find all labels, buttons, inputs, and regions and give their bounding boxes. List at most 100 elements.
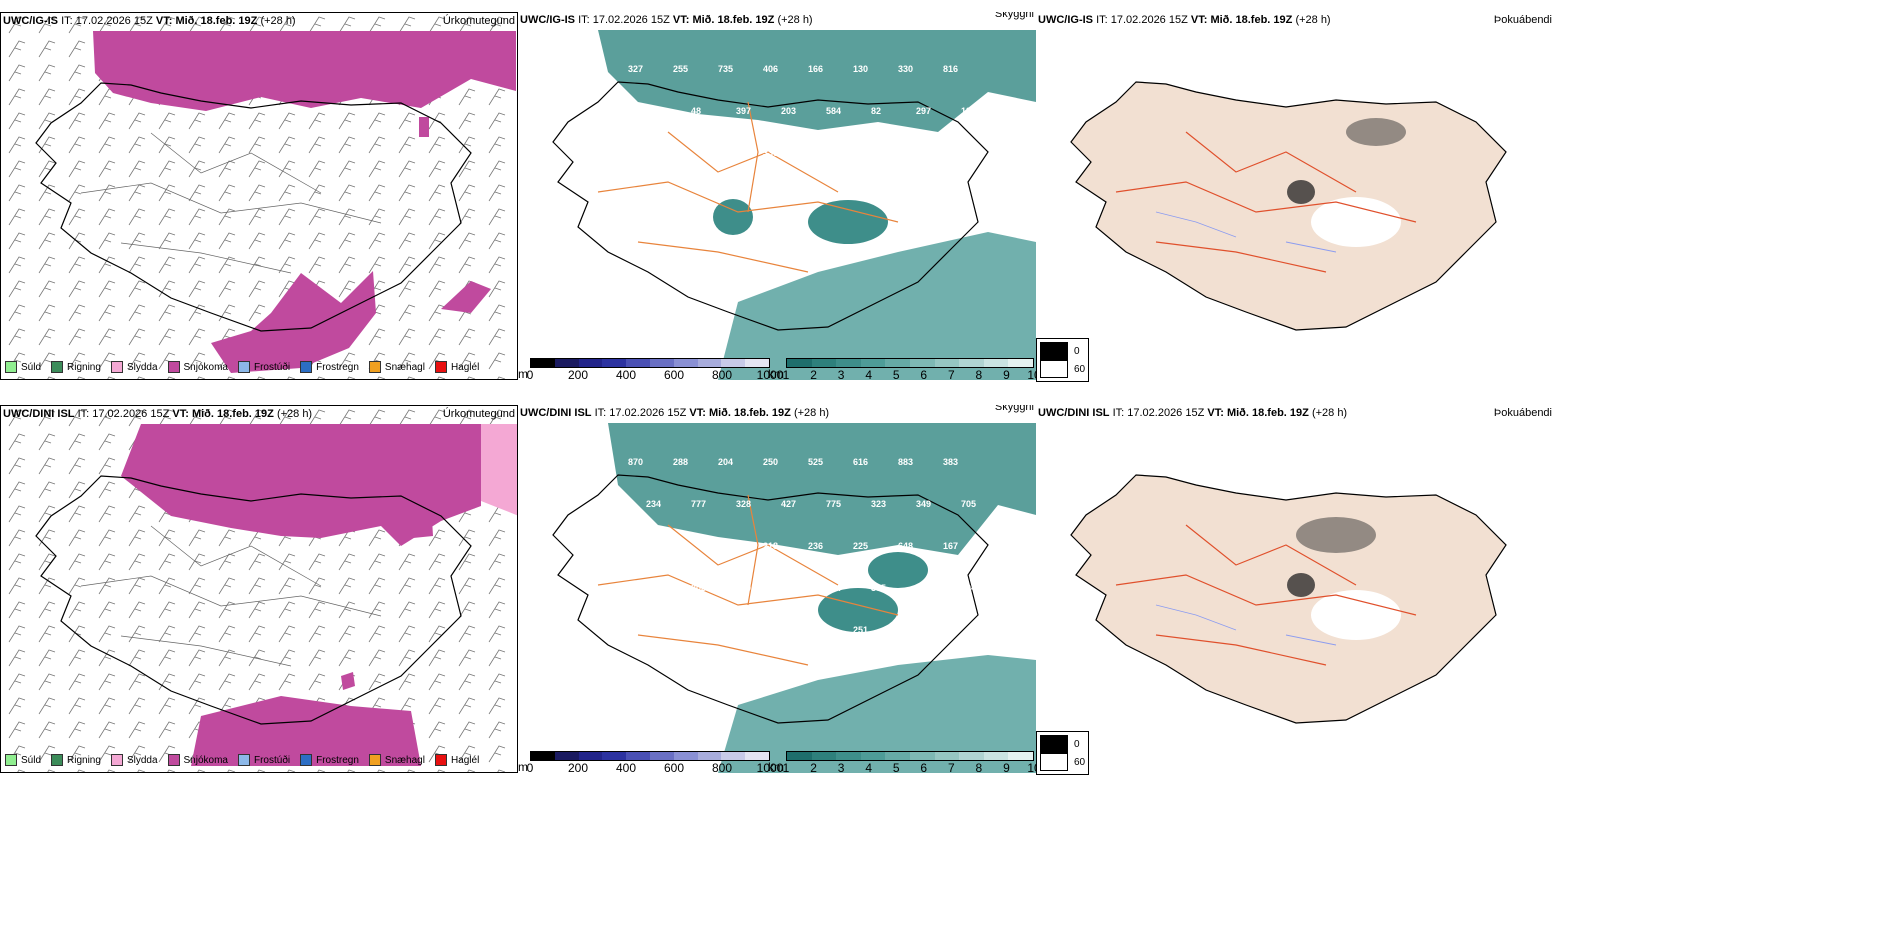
it-time: 17.02.2026 15Z bbox=[92, 408, 170, 420]
road-lines bbox=[1115, 131, 1417, 273]
panel-header: UWC/IG-IS IT: 17.02.2026 15Z VT: Mið. 18… bbox=[518, 12, 1036, 28]
colorbar-tick: 600 bbox=[663, 368, 685, 380]
ceiling-label: 137 bbox=[718, 148, 733, 158]
legend-item: Súld bbox=[5, 754, 41, 766]
it-time: 17.02.2026 15Z bbox=[592, 14, 670, 26]
ceiling-labels: 327 255 735 406 166 130 330 816 828 48 397 203 584 82… bbox=[628, 64, 971, 158]
low-visibility-patch bbox=[713, 199, 753, 235]
ceiling-label: 234 bbox=[646, 499, 661, 509]
ceiling-label: 203 bbox=[781, 106, 796, 116]
ceiling-label: 648 bbox=[898, 541, 913, 551]
legend-label: Frostregn bbox=[316, 361, 359, 373]
colorbar-segment bbox=[983, 752, 1009, 760]
legend-swatch bbox=[5, 361, 17, 373]
ceiling-label: 883 bbox=[898, 457, 913, 467]
panel-title: Þokuábendi bbox=[1493, 407, 1552, 419]
ceiling-label: 816 bbox=[943, 64, 958, 74]
iceland-outline bbox=[35, 82, 472, 332]
precip-legend: Súld Rigning Slydda Snjókoma Frostúði Frostre… bbox=[5, 361, 479, 373]
colorbar-tick: 0 bbox=[526, 368, 534, 380]
colorbar-segment bbox=[531, 752, 555, 760]
vt-time: Mið. 18.feb. 19Z bbox=[175, 15, 258, 27]
colorbar-segment bbox=[934, 752, 960, 760]
fog-scale-item: 0 bbox=[1040, 342, 1085, 360]
fog-scale-value: 60 bbox=[1074, 756, 1086, 768]
legend-item: Rigning bbox=[51, 361, 101, 373]
legend-swatch bbox=[167, 754, 180, 766]
legend-swatch bbox=[300, 754, 313, 766]
ceiling-label: 383 bbox=[943, 457, 958, 467]
colorbar-segment bbox=[811, 359, 837, 367]
ceiling-label: 858 bbox=[718, 541, 733, 551]
it-label: IT: bbox=[61, 15, 73, 27]
vt-label: VT: bbox=[1190, 14, 1208, 26]
ceiling-label: 427 bbox=[781, 499, 796, 509]
ceiling-label: 204 bbox=[718, 457, 733, 467]
legend-item: Rigning bbox=[51, 754, 101, 766]
legend-swatch bbox=[368, 361, 381, 373]
low-visibility-north bbox=[608, 423, 1036, 555]
colorbar-segment bbox=[649, 752, 674, 760]
legend-label: Súld bbox=[21, 754, 42, 766]
legend-swatch bbox=[167, 361, 180, 373]
snow-area-north bbox=[121, 424, 481, 546]
ceiling-label: 894 bbox=[961, 583, 976, 593]
colorbar-tick: 1000 bbox=[756, 761, 784, 773]
ceiling-label: 539 bbox=[628, 541, 643, 551]
ceiling-label: 730 bbox=[646, 583, 661, 593]
colorbar-tick: 9 bbox=[1003, 761, 1010, 773]
ceiling-label: 424 bbox=[673, 625, 688, 635]
vt-time: Mið. 18.feb. 19Z bbox=[1210, 14, 1293, 26]
legend-swatch bbox=[51, 754, 64, 766]
fog-index-low bbox=[1296, 517, 1376, 553]
fog-scale-swatch bbox=[1040, 342, 1068, 360]
fog-panel-row2: UWC/DINI ISL IT: 17.02.2026 15Z VT: Mið.… bbox=[1036, 405, 1554, 773]
ceiling-label: 349 bbox=[916, 499, 931, 509]
colorbar-tick: 800 bbox=[711, 368, 733, 380]
snow-area-small bbox=[419, 117, 429, 137]
colorbar-segment bbox=[983, 359, 1009, 367]
precip-map bbox=[1, 406, 517, 772]
low-visibility-patch bbox=[808, 200, 888, 244]
ceiling-label: 134 bbox=[628, 148, 643, 158]
fog-scale-swatch bbox=[1040, 753, 1068, 771]
legend-label: Haglél bbox=[450, 754, 480, 766]
colorbar-tick: 1 bbox=[782, 368, 790, 380]
low-visibility-south bbox=[718, 655, 1036, 773]
colorbar-segment bbox=[959, 359, 984, 367]
ceiling-label: 166 bbox=[808, 64, 823, 74]
ceiling-label: 16 bbox=[898, 148, 908, 158]
colorbar-segment bbox=[885, 752, 910, 760]
legend-swatch bbox=[237, 754, 250, 766]
legend-label: Rigning bbox=[67, 754, 101, 766]
legend-label: Snæhagl bbox=[384, 754, 425, 766]
colorbar-segment bbox=[860, 359, 886, 367]
ceiling-label: 406 bbox=[763, 64, 778, 74]
model-name: UWC/DINI ISL bbox=[3, 408, 75, 420]
colorbar-segment bbox=[959, 752, 984, 760]
road-lines bbox=[1115, 524, 1417, 666]
legend-label: Snæhagl bbox=[384, 361, 425, 373]
colorbar-segment bbox=[578, 359, 603, 367]
legend-label: Súld bbox=[21, 361, 42, 373]
it-time: 17.02.2026 15Z bbox=[1110, 14, 1188, 26]
colorbar-segment bbox=[554, 752, 579, 760]
ceiling-label: 255 bbox=[673, 64, 688, 74]
colorbar-segment bbox=[697, 752, 722, 760]
fog-scale-swatch bbox=[1040, 360, 1068, 378]
precip-type-panel-row2: UWC/DINI ISL IT: 17.02.2026 15Z VT: Mið.… bbox=[0, 405, 518, 773]
iceland-land bbox=[1070, 474, 1507, 724]
ceiling-label: 777 bbox=[691, 499, 706, 509]
colorbar-segment bbox=[578, 752, 603, 760]
ceiling-label: 347 bbox=[916, 583, 931, 593]
legend-item: Snæhagl bbox=[368, 754, 425, 766]
colorbar-tick: 5 bbox=[892, 761, 900, 773]
colorbar-tick: 5 bbox=[892, 368, 900, 380]
colorbar-tick: 0 bbox=[526, 761, 534, 773]
model-name: UWC/DINI ISL bbox=[520, 407, 592, 419]
colorbar-segment bbox=[721, 752, 746, 760]
ceiling-label: 82 bbox=[871, 106, 881, 116]
colorbar-tick: 3 bbox=[837, 368, 845, 380]
